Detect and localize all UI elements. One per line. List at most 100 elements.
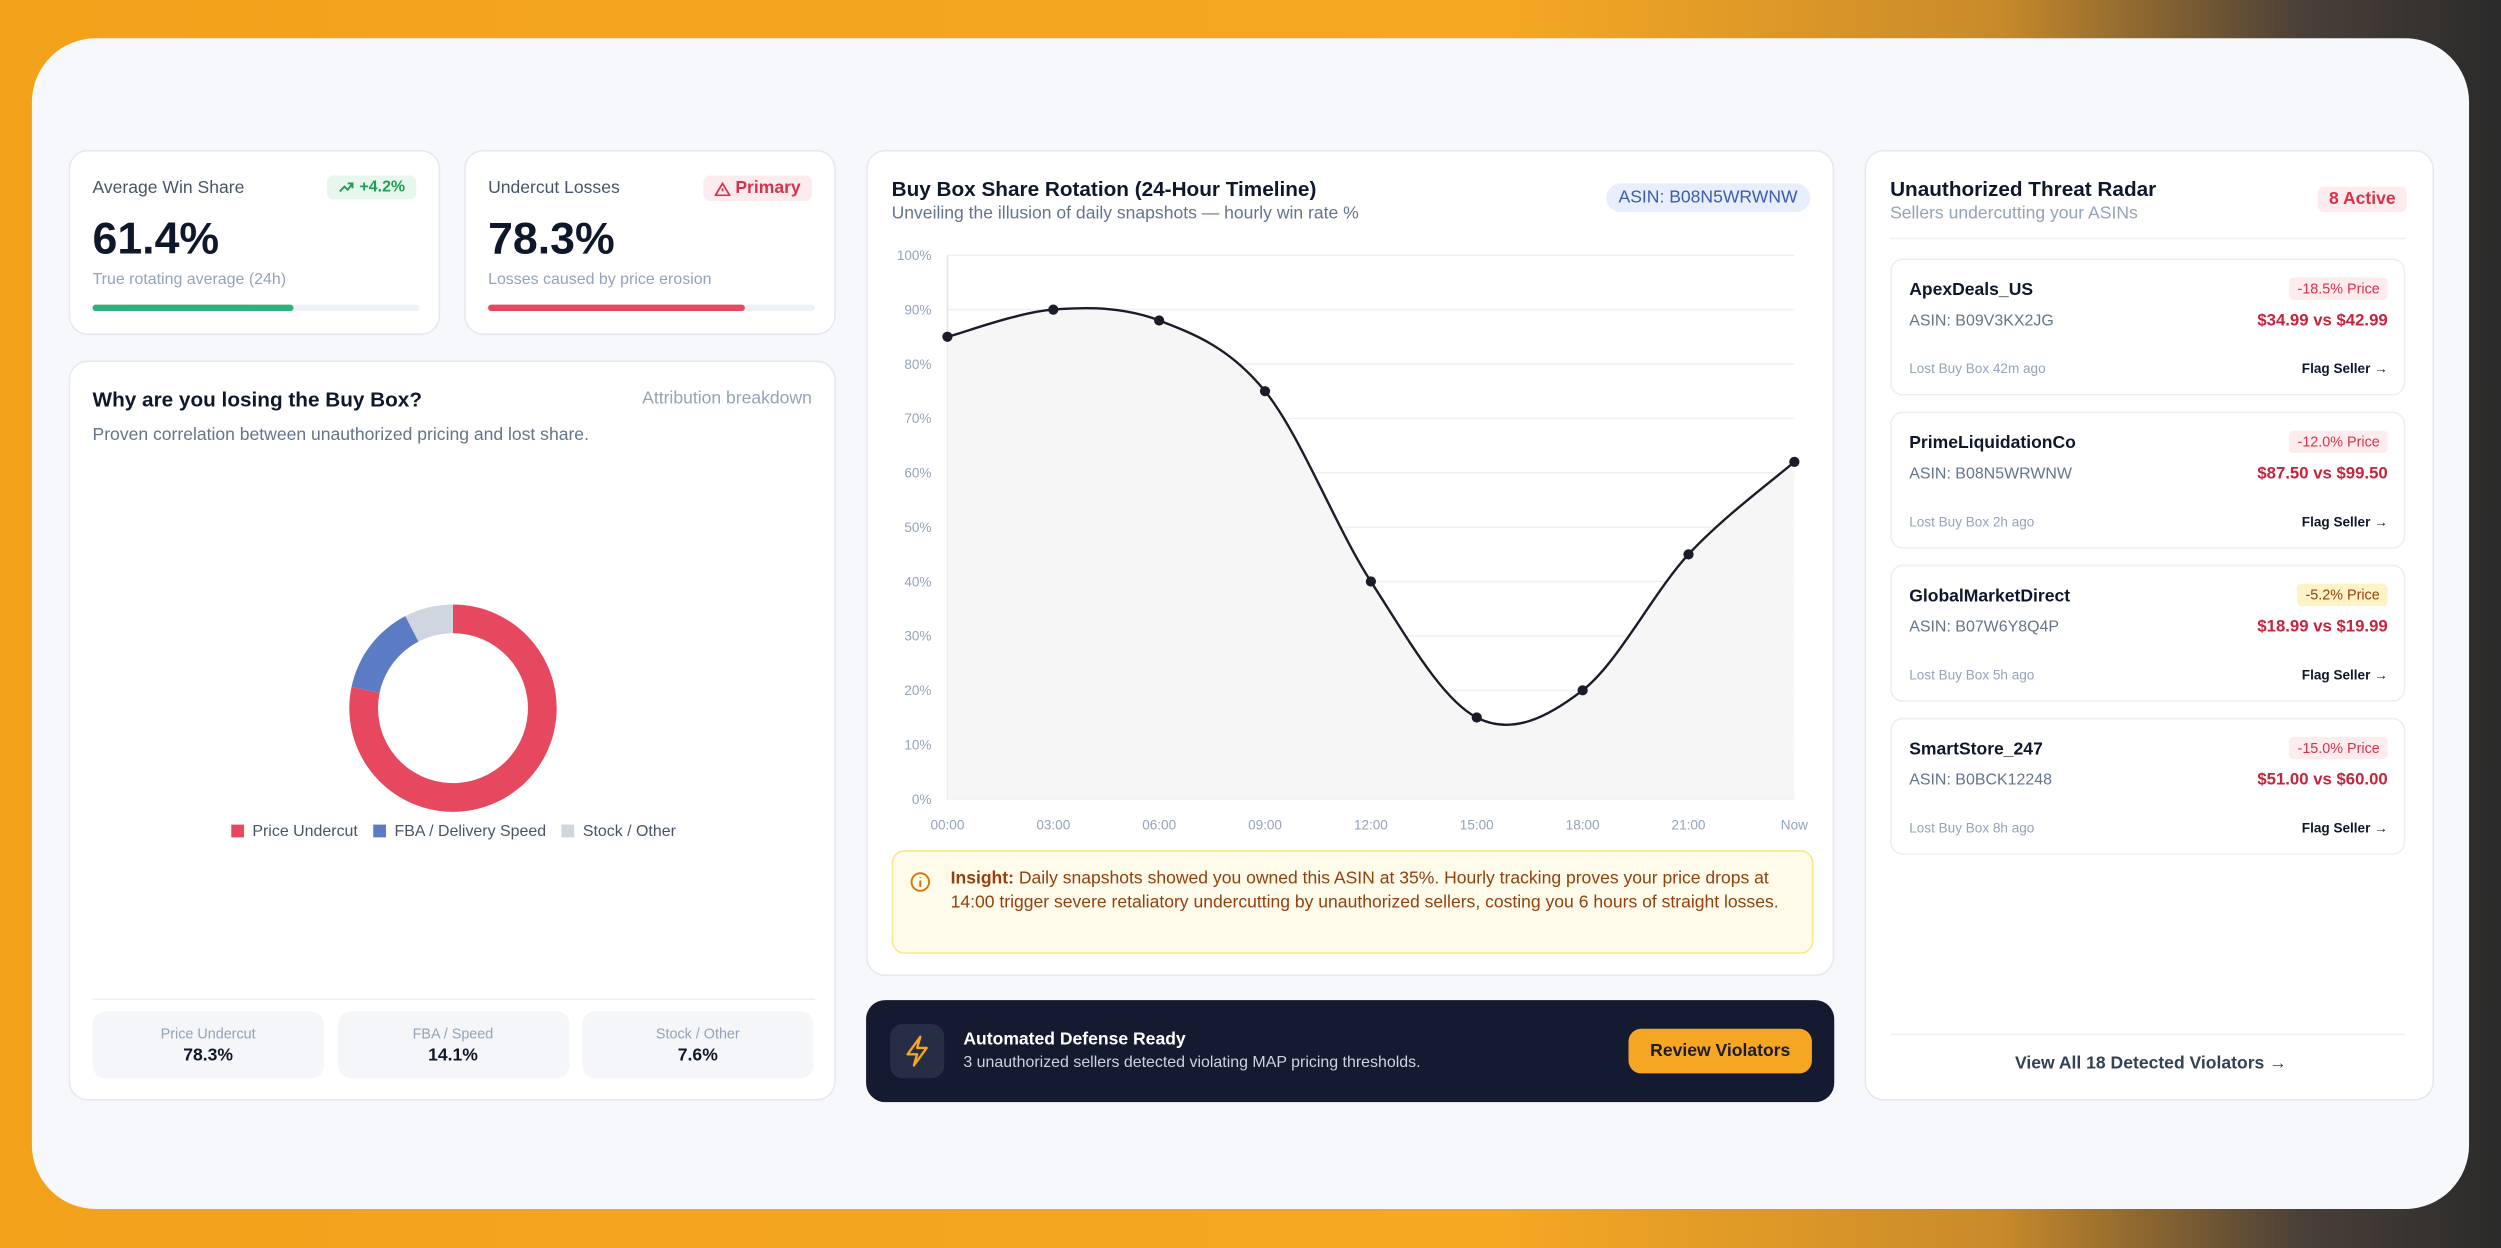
review-button[interactable]: Review Violators [1628, 1028, 1812, 1074]
threat-item: ApexDeals_US -18.5% Price ASIN: B09V3KX2JG… [1890, 258, 2406, 396]
point [1683, 549, 1694, 560]
x-tick-label: 21:00 [1672, 817, 1706, 832]
bolt-icon [890, 1023, 945, 1079]
legend-swatch [562, 824, 575, 838]
lost-time: Lost Buy Box 42m ago [1909, 360, 2046, 377]
kpi-value: 78.3% [488, 213, 615, 264]
x-tick-label: 09:00 [1248, 817, 1282, 832]
x-tick-label: 18:00 [1566, 817, 1600, 832]
y-tick-label: 10% [904, 737, 931, 752]
stat-box: Price Undercut 78.3% [92, 1011, 324, 1079]
asin: ASIN: B09V3KX2JG [1909, 312, 2054, 331]
legend-item: Price Undercut [231, 823, 358, 841]
x-tick-label: 15:00 [1460, 817, 1494, 832]
price-badge: -15.0% Price [2289, 736, 2388, 760]
insight-body: Daily snapshots showed you owned this AS… [950, 869, 1779, 912]
flag-button[interactable]: Flag Seller → [2301, 513, 2388, 530]
badge-text: +4.2% [359, 178, 406, 197]
attribution-card: Why are you losing the Buy Box? Attribut… [68, 360, 837, 1101]
card-title: Why are you losing the Buy Box? [92, 387, 423, 412]
point [942, 331, 953, 342]
divider [92, 998, 816, 1001]
progress-track [488, 304, 816, 312]
donut-segment [351, 616, 419, 693]
badge-text: Primary [735, 178, 801, 198]
flag-button[interactable]: Flag Seller → [2301, 819, 2388, 836]
x-tick-label: 06:00 [1142, 817, 1176, 832]
price-badge: -18.5% Price [2289, 277, 2388, 300]
kpi-label: Undercut Losses [488, 178, 620, 198]
card-tag: Attribution breakdown [642, 389, 812, 409]
point [1577, 685, 1588, 696]
kpi-badge: +4.2% [327, 175, 417, 200]
progress-fill [488, 304, 745, 312]
divider [1890, 1033, 2406, 1036]
seller-name: PrimeLiquidationCo [1909, 433, 2076, 453]
legend-swatch [373, 824, 387, 838]
y-tick-label: 0% [912, 792, 932, 807]
y-tick-label: 20% [904, 683, 931, 698]
stat-label: FBA / Speed [412, 1025, 494, 1042]
price-badge: -12.0% Price [2289, 430, 2388, 453]
legend: Price Undercut FBA / Delivery Speed Stock … [70, 823, 837, 841]
kpi-card: Average Win Share +4.2% 61.4% True rotat… [68, 149, 441, 335]
asin: ASIN: B08N5WRWNW [1909, 465, 2073, 484]
price-compare: $87.50 vs $99.50 [2257, 464, 2388, 484]
y-tick-label: 70% [904, 411, 931, 426]
donut-segment [405, 604, 453, 642]
timeline-card: Buy Box Share Rotation (24-Hour Timeline… [866, 149, 1835, 977]
asin: ASIN: B0BCK12248 [1909, 771, 2052, 790]
divider [1890, 237, 2406, 240]
stat-box: Stock / Other 7.6% [582, 1011, 814, 1079]
kpi-value: 61.4% [92, 213, 220, 264]
price-compare: $51.00 vs $60.00 [2257, 770, 2388, 790]
stat-value: 78.3% [183, 1046, 234, 1066]
lost-time: Lost Buy Box 2h ago [1909, 513, 2035, 530]
chart-subtitle: Unveiling the illusion of daily snapshot… [891, 204, 1359, 224]
view-all-link[interactable]: View All 18 Detected Violators → [2014, 1054, 2287, 1074]
point [1259, 386, 1271, 397]
point [1365, 576, 1377, 587]
radar-title: Unauthorized Threat Radar [1890, 177, 2157, 201]
x-tick-label: 12:00 [1354, 817, 1388, 832]
radar-subtitle: Sellers undercutting your ASINs [1890, 204, 2138, 224]
card-subtitle: Proven correlation between unauthorized … [92, 425, 589, 446]
threat-radar: Unauthorized Threat Radar Sellers underc… [1864, 149, 2434, 1101]
price-compare: $34.99 vs $42.99 [2257, 311, 2388, 331]
y-tick-label: 60% [904, 466, 931, 481]
kpi-note: Losses caused by price erosion [488, 271, 712, 289]
stat-value: 7.6% [677, 1046, 718, 1066]
kpi-note: True rotating average (24h) [92, 271, 287, 289]
x-tick-label: 03:00 [1036, 817, 1070, 832]
kpi-label: Average Win Share [92, 178, 245, 198]
kpi-badge: Primary [703, 175, 812, 201]
threat-item: SmartStore_247 -15.0% Price ASIN: B0BCK122… [1890, 717, 2406, 855]
point [1471, 712, 1482, 723]
stat-value: 14.1% [428, 1046, 478, 1066]
flag-button[interactable]: Flag Seller → [2301, 360, 2388, 377]
point [1789, 456, 1800, 467]
area-fill [947, 308, 1795, 800]
info-icon [910, 872, 931, 892]
price-compare: $18.99 vs $19.99 [2257, 617, 2388, 637]
defense-banner: Automated Defense Ready 3 unauthorized s… [866, 1000, 1835, 1103]
x-tick-label: Now [1781, 817, 1808, 832]
chart-title: Buy Box Share Rotation (24-Hour Timeline… [891, 177, 1317, 201]
lost-time: Lost Buy Box 5h ago [1909, 666, 2035, 683]
point [1048, 304, 1059, 315]
progress-fill [92, 304, 294, 312]
x-tick-label: 00:00 [930, 817, 964, 832]
seller-name: SmartStore_247 [1909, 740, 2043, 760]
seller-name: ApexDeals_US [1909, 280, 2034, 300]
donut-chart [349, 604, 557, 812]
insight-text: Insight: Daily snapshots showed you owne… [951, 868, 1796, 914]
legend-swatch [231, 824, 245, 838]
flag-button[interactable]: Flag Seller → [2301, 666, 2388, 683]
price-badge: -5.2% Price [2297, 583, 2388, 607]
y-tick-label: 80% [904, 357, 931, 372]
legend-label: Stock / Other [582, 823, 676, 841]
defense-text: 3 unauthorized sellers detected violatin… [963, 1054, 1421, 1072]
legend-label: Price Undercut [252, 823, 358, 841]
